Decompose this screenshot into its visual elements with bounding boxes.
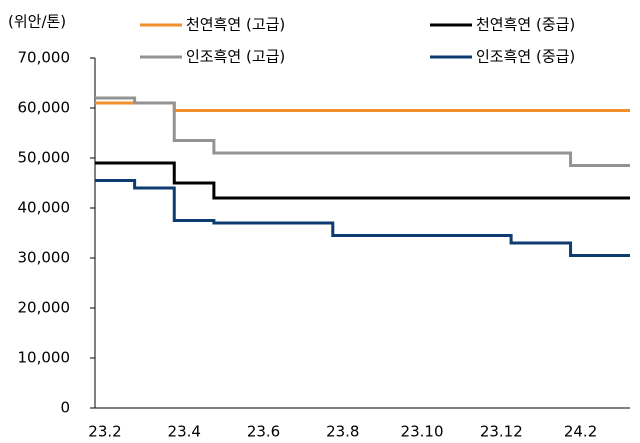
x-tick-label: 24.2: [564, 423, 597, 441]
legend-label: 인조흑연 (고급): [186, 48, 285, 66]
y-tick-label: 60,000: [18, 99, 71, 117]
y-tick-label: 70,000: [18, 49, 71, 67]
y-tick-label: 50,000: [18, 149, 71, 167]
y-tick-label: 10,000: [18, 349, 71, 367]
series-line: [95, 96, 630, 167]
x-tick-label: 23.12: [480, 423, 523, 441]
x-tick-label: 23.8: [326, 423, 359, 441]
y-tick-label: 20,000: [18, 299, 71, 317]
series-line: [95, 161, 630, 200]
x-tick-label: 23.4: [168, 423, 201, 441]
y-tick-label: 0: [60, 399, 70, 417]
x-tick-label: 23.2: [88, 423, 121, 441]
y-tick-label: 30,000: [18, 249, 71, 267]
y-tick-label: 40,000: [18, 199, 71, 217]
y-axis-label: (위안/톤): [8, 13, 66, 31]
x-tick-label: 23.6: [247, 423, 280, 441]
legend-label: 천연흑연 (중급): [476, 16, 575, 34]
legend-label: 천연흑연 (고급): [186, 16, 285, 34]
series-line: [95, 179, 630, 257]
legend-label: 인조흑연 (중급): [476, 48, 575, 66]
x-tick-label: 23.10: [401, 423, 444, 441]
